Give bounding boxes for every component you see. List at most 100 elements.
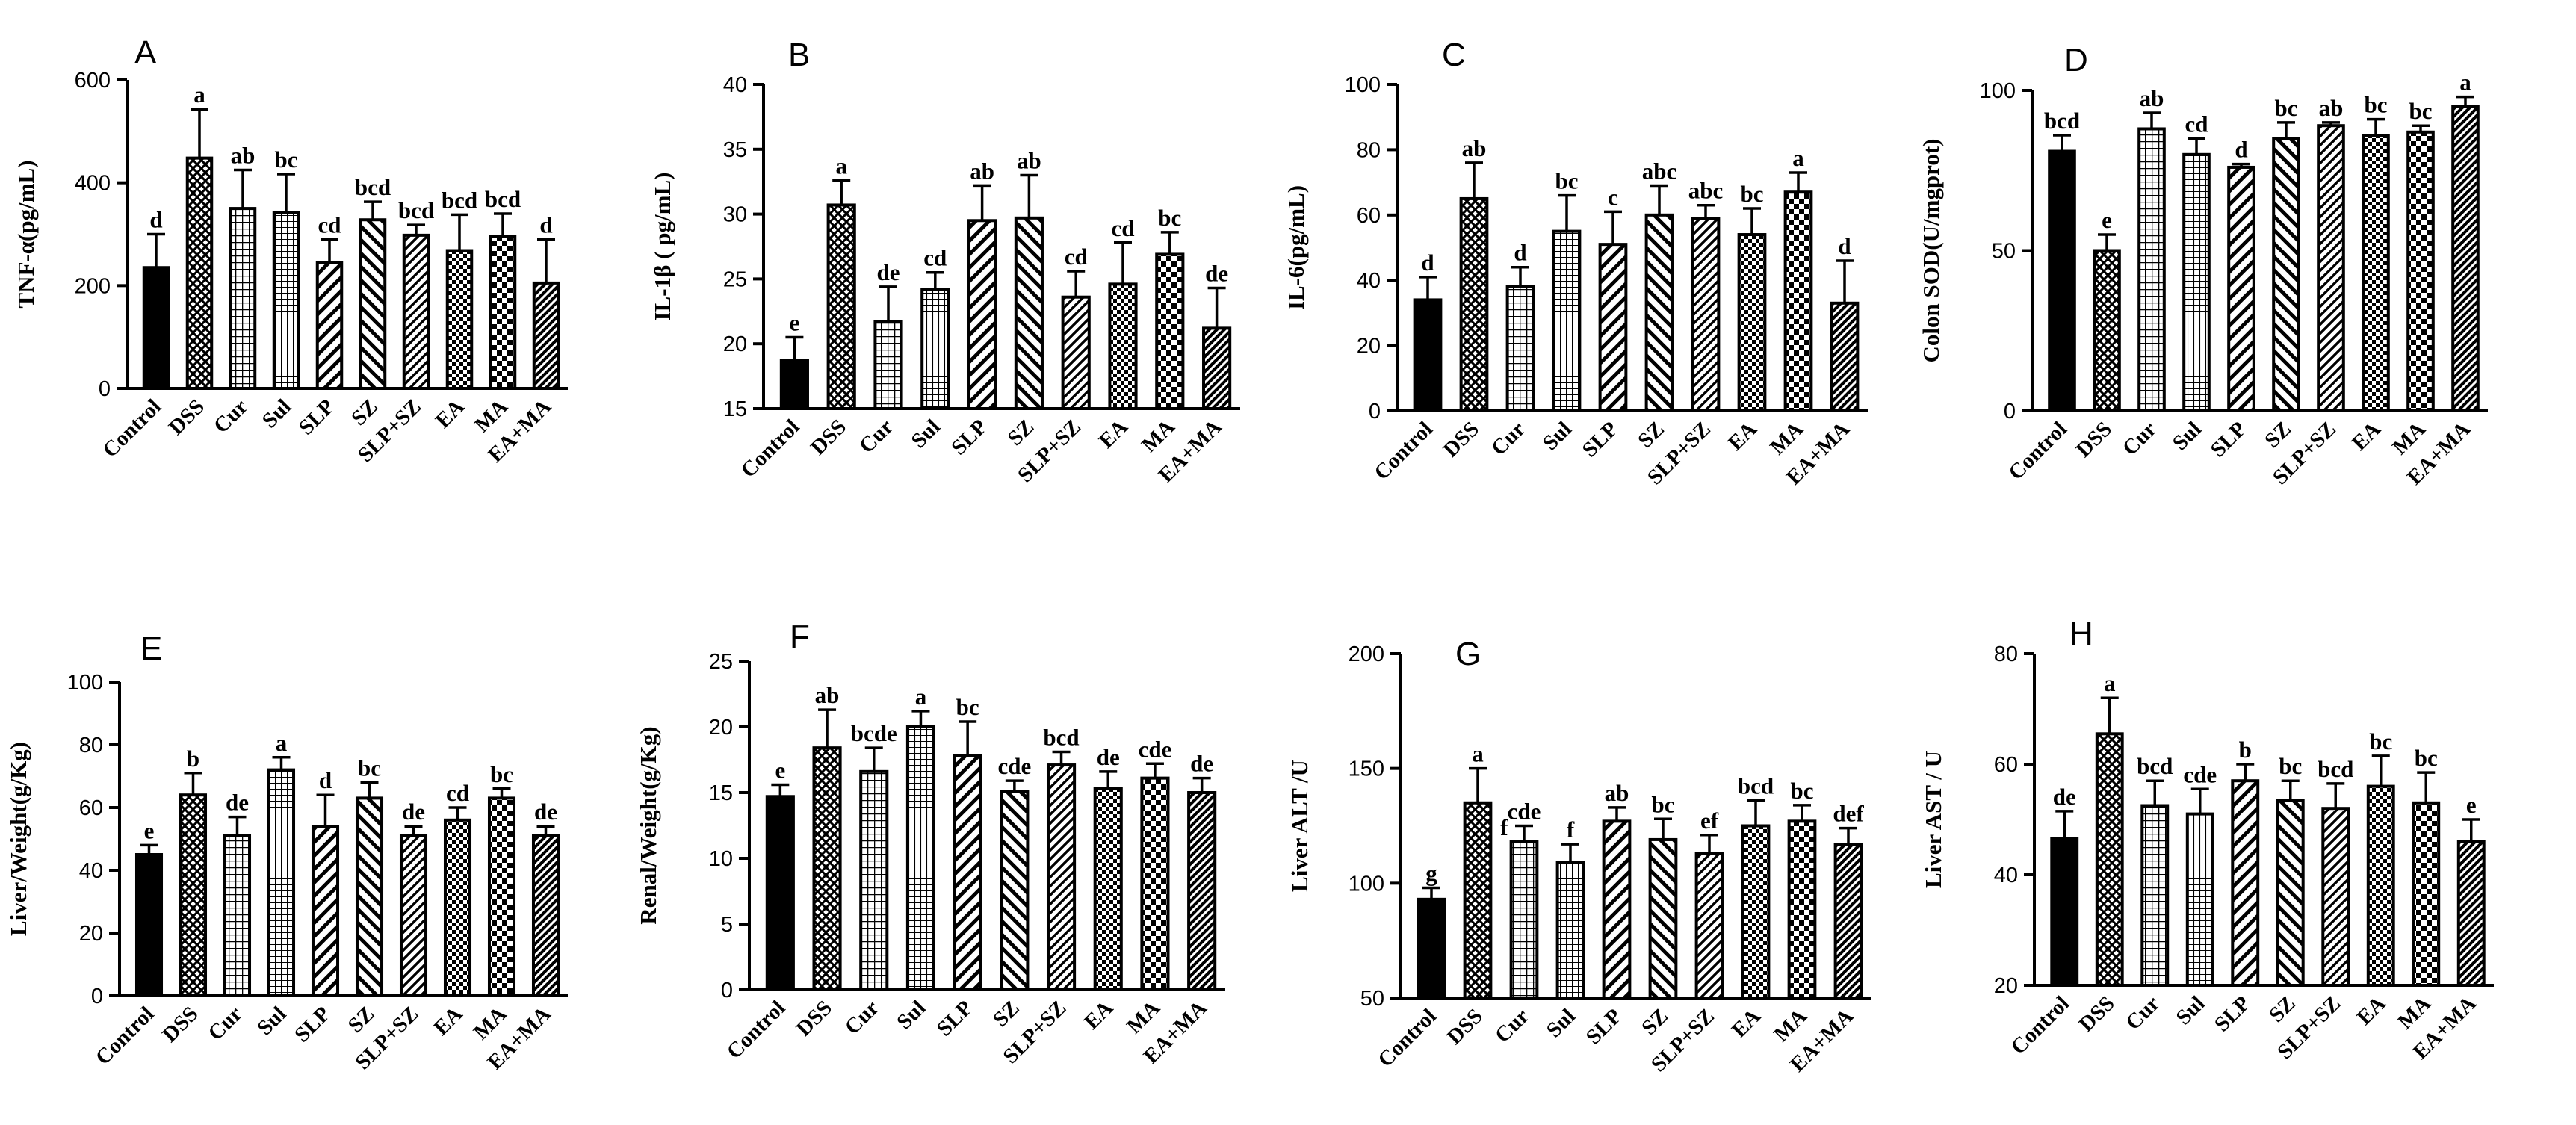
y-tick-label: 5 [721,913,733,937]
x-tick-label: Control [2007,991,2075,1059]
y-tick-label: 50 [1992,240,2016,264]
significance-letter: d [1421,250,1434,276]
bar-ea [1737,233,1767,412]
significance-letter: bcd [485,186,521,212]
significance-letter: e [144,817,155,843]
bar-sul [920,288,950,410]
bar-dss [185,156,214,390]
bar-slp [311,825,340,997]
significance-letter: de [1205,261,1228,287]
significance-letter: bc [956,694,979,720]
significance-letter: bc [275,146,298,173]
y-tick-label: 0 [99,377,111,401]
bar-ea [445,249,474,390]
y-axis-title: Colon SOD(U/mgprot) [1918,139,1944,363]
bar-ma [2412,801,2441,988]
y-tick-label: 80 [1994,642,2018,666]
bar-dss [1459,196,1489,412]
y-axis-title: IL-1β ( pg/mL) [649,173,675,321]
bar-dss [812,746,842,991]
x-tick-label: SLP [1578,417,1623,462]
bar-slp [953,754,982,991]
panel-letter: F [790,619,810,655]
significance-letter: bcd [442,187,477,213]
chart-panel-f: F 0 5 10 15 20 25 Renal/Weight(g/Kg) e Control ab D… [635,619,1225,1068]
x-tick-label: Cur [840,996,884,1039]
significance-letter: f [1567,816,1575,843]
significance-letter: b [2239,737,2252,763]
y-tick-label: 40 [723,73,747,97]
significance-letter: def [1833,801,1864,827]
x-tick-label: DSS [792,996,837,1041]
significance-letter: de [402,799,425,825]
y-axis-title: Liver ALT /U [1287,760,1313,892]
y-tick-label: 15 [709,781,733,805]
y-tick-label: 25 [709,650,733,674]
significance-letter: a [1792,145,1804,171]
bar-slp-plus-sz [1694,852,1724,1000]
significance-letter: cde [997,753,1031,779]
x-tick-label: Cur [2121,991,2164,1035]
x-tick-label: Sul [907,415,945,453]
y-tick-label: 0 [91,985,103,1008]
panel-letter: H [2069,616,2093,652]
y-axis-title: Liver AST / U [1920,751,1946,888]
y-axis-title: Renal/Weight(g/Kg) [635,726,661,924]
x-tick-label: Cur [1487,417,1530,460]
y-tick-label: 15 [723,397,747,421]
significance-letter: a [2104,670,2116,696]
significance-letter: a [193,81,205,108]
significance-letter: cd [2185,111,2208,137]
bar-cur [1505,285,1535,412]
significance-letter: d [149,207,162,233]
y-tick-label: 200 [75,274,111,298]
y-tick-label: 20 [79,922,103,946]
significance-letter: bc [1791,778,1814,804]
y-tick-label: 0 [2004,400,2016,424]
bar-ea-plus-ma [531,834,560,998]
bar-ma [1787,819,1817,1000]
significance-letter: bc [2365,92,2388,118]
x-tick-label: SZ [347,394,383,430]
bar-sz [2272,137,2300,412]
bar-control [142,266,170,390]
y-tick-label: 0 [1369,400,1381,424]
bar-slp-plus-sz [399,834,428,998]
significance-letter: a [915,684,927,710]
significance-letter: bc [2279,753,2302,779]
x-tick-label: Control [1373,1004,1441,1072]
bar-ea [1093,787,1123,991]
bar-slp-plus-sz [2321,807,2350,987]
bar-ma [489,235,517,391]
bar-ea [1741,824,1771,1000]
bar-dss [2095,732,2124,987]
bar-ea-plus-ma [1202,326,1232,411]
x-tick-label: SZ [1003,415,1039,450]
bar-control [1417,897,1446,1000]
x-tick-label: SLP [2206,417,2251,462]
bar-slp-plus-sz [1046,763,1077,992]
y-tick-label: 60 [79,796,103,820]
y-tick-label: 100 [1980,79,2016,103]
significance-letter: bc [1158,205,1181,231]
bar-sz [1000,790,1030,991]
y-tick-label: 600 [75,69,111,93]
bar-slp [1598,243,1628,412]
bar-sul [1552,229,1582,412]
x-tick-label: Sul [1542,1004,1580,1042]
bar-ea-plus-ma [2456,840,2486,987]
significance-letter: de [1097,744,1120,770]
bar-ea-plus-ma [1833,843,1863,1000]
y-tick-label: 10 [709,847,733,871]
x-tick-label: Cur [204,1002,247,1045]
bar-control [134,853,164,997]
significance-letter: ab [1605,780,1629,806]
panel-letter: E [140,630,162,667]
panel-letter: G [1455,636,1481,672]
bar-sul [1555,861,1585,1000]
significance-letter: bc [2275,95,2298,121]
x-tick-label: SZ [988,996,1024,1032]
x-tick-label: SLP [947,415,991,459]
significance-letter: de [534,799,557,825]
